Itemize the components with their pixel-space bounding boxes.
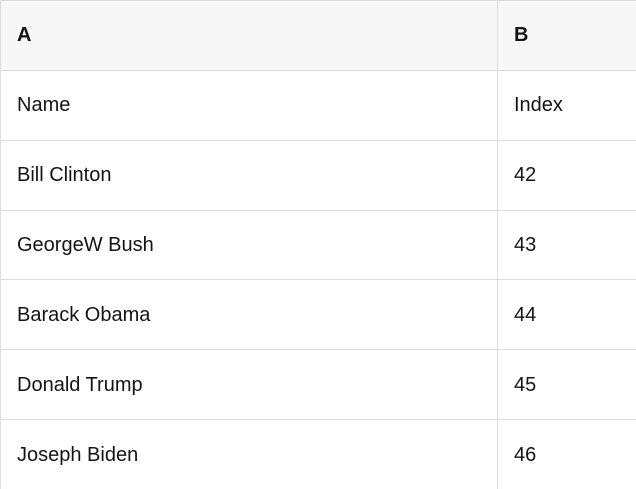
table-row: Donald Trump 45 (1, 350, 636, 421)
cell-column-b[interactable]: 42 (514, 164, 537, 187)
column-header-a[interactable]: A (1, 1, 498, 70)
table-row: Barack Obama 44 (1, 280, 636, 351)
cell-column-a[interactable]: Barack Obama (1, 280, 498, 350)
table-row: GeorgeW Bush 43 (1, 210, 636, 281)
cell-column-b[interactable]: 44 (514, 303, 537, 326)
column-header-row: A B (1, 1, 636, 71)
cell-column-a[interactable]: Donald Trump (1, 350, 498, 420)
cell-column-a[interactable]: Joseph Biden (1, 420, 498, 489)
cell-column-b[interactable]: 45 (514, 373, 537, 396)
cell-column-b[interactable]: Index (514, 94, 563, 117)
column-header-b[interactable]: B (498, 1, 636, 70)
table-row: Joseph Biden 46 (1, 420, 636, 489)
table-row: Bill Clinton 42 (1, 140, 636, 211)
cell-column-a[interactable]: GeorgeW Bush (1, 210, 498, 280)
cell-column-b[interactable]: 43 (514, 234, 537, 256)
cell-column-a[interactable]: Bill Clinton (1, 140, 498, 210)
table-row: Name Index (1, 70, 636, 141)
cell-column-b[interactable]: 46 (514, 443, 537, 466)
cell-column-a[interactable]: Name (1, 70, 498, 140)
